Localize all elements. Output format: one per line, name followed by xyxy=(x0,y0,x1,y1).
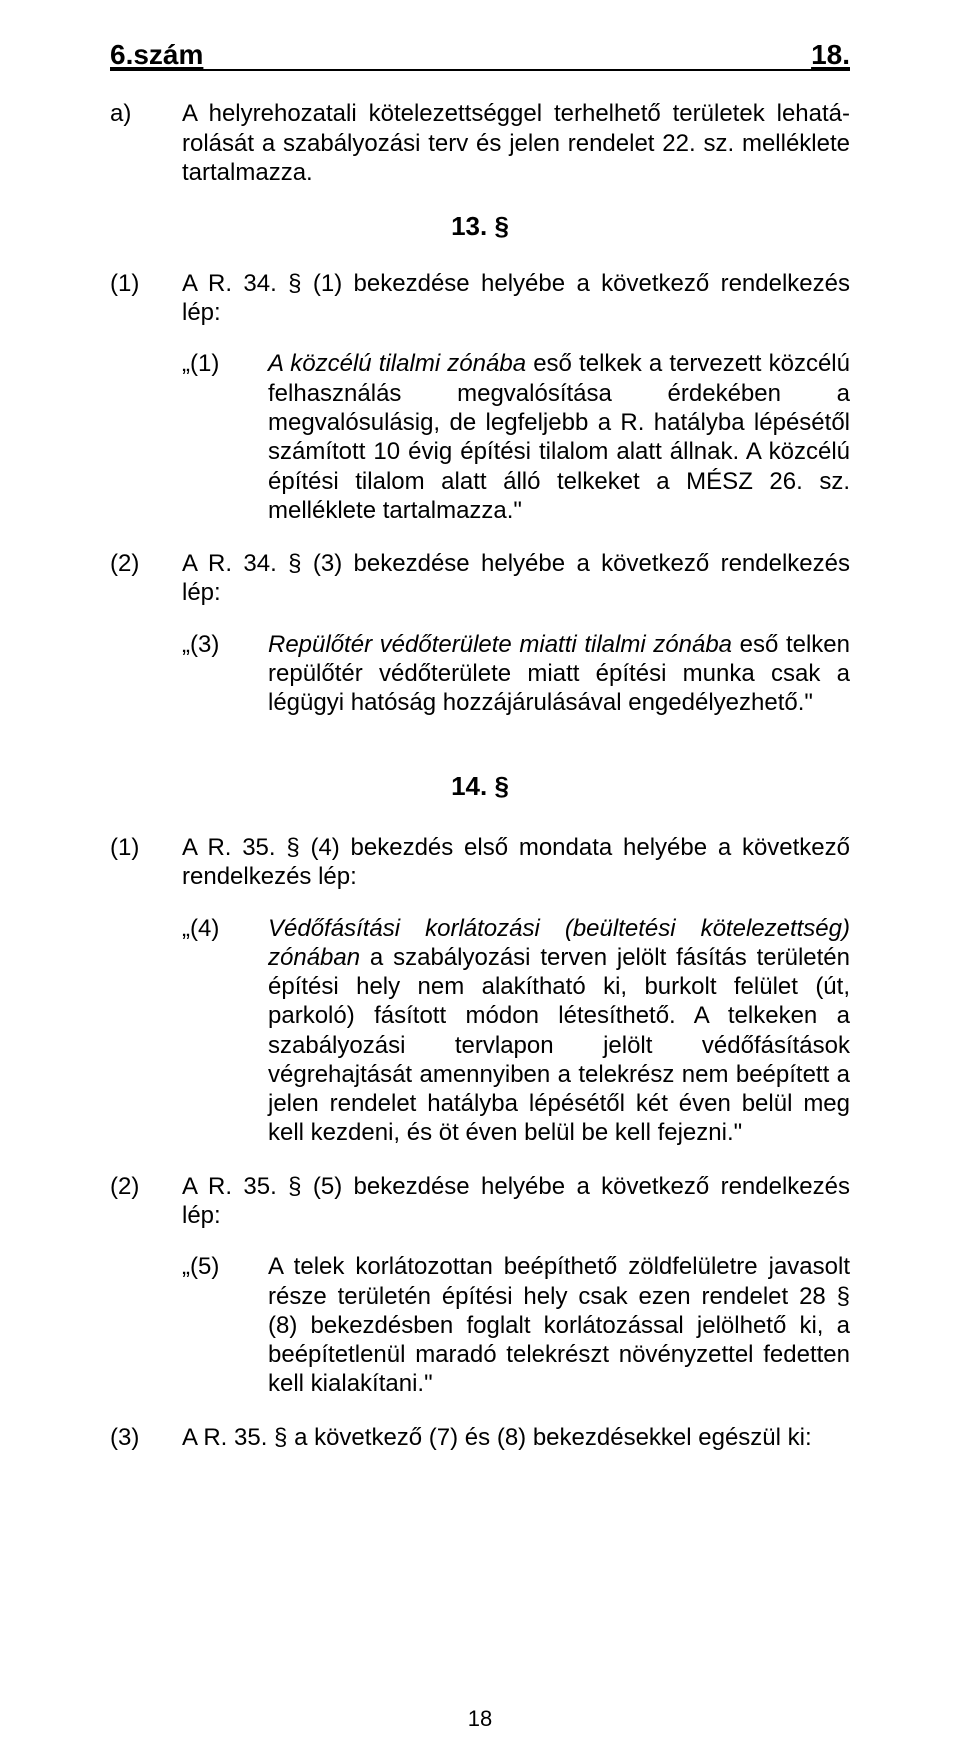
intro-13-2: A R. 34. § (3) bekezdése helyébe a követ… xyxy=(182,550,850,606)
sub-13-1: „(1) A közcélú tilalmi zónába eső telkek… xyxy=(182,349,850,525)
content-14-2: A R. 35. § (5) bekezdése helyébe a követ… xyxy=(182,1172,850,1399)
document-page: 6.szám 18. a) A helyrehozatali kötelezet… xyxy=(0,0,960,1762)
marker-a: a) xyxy=(110,99,182,187)
intro-14-2: A R. 35. § (5) bekezdése helyébe a követ… xyxy=(182,1173,850,1229)
sub-marker-14-2: „(5) xyxy=(182,1252,268,1398)
plain-14-1: a szabályozási terven jelölt fásítás ter… xyxy=(268,944,850,1147)
sub-marker-13-1: „(1) xyxy=(182,349,268,525)
sub-marker-14-1: „(4) xyxy=(182,914,268,1148)
content-a: A helyrehozatali kötelezettséggel terhel… xyxy=(182,99,850,187)
sub-marker-13-2: „(3) xyxy=(182,630,268,718)
sub-content-14-2: A telek korlátozottan beépíthető zöldfel… xyxy=(268,1252,850,1398)
header-right: 18. xyxy=(811,40,850,69)
marker-13-2: (2) xyxy=(110,549,182,717)
sub-content-14-1: Védőfásítási korlátozási (beültetési köt… xyxy=(268,914,850,1148)
content-14-3: A R. 35. § a következő (7) és (8) bekezd… xyxy=(182,1423,850,1452)
intro-14-1: A R. 35. § (4) bekezdés első mondata hel… xyxy=(182,834,850,890)
intro-13-1: A R. 34. § (1) bekezdése helyébe a követ… xyxy=(182,270,850,326)
section14-p2: (2) A R. 35. § (5) bekezdése helyébe a k… xyxy=(110,1172,850,1399)
italic-13-2: Repülőtér védőterülete miatti tilalmi zó… xyxy=(268,631,732,658)
document-body: a) A helyrehozatali kötelezettséggel ter… xyxy=(110,99,850,1451)
marker-13-1: (1) xyxy=(110,269,182,525)
section-13-number: 13. § xyxy=(110,211,850,243)
section-14-number: 14. § xyxy=(110,771,850,803)
marker-14-3: (3) xyxy=(110,1423,182,1452)
section13-p2: (2) A R. 34. § (3) bekezdése helyébe a k… xyxy=(110,549,850,717)
header-left: 6.szám xyxy=(110,40,203,69)
marker-14-2: (2) xyxy=(110,1172,182,1399)
page-header: 6.szám 18. xyxy=(110,40,850,71)
section14-p1: (1) A R. 35. § (4) bekezdés első mondata… xyxy=(110,833,850,1148)
sub-14-1: „(4) Védőfásítási korlátozási (beültetés… xyxy=(182,914,850,1148)
content-13-2: A R. 34. § (3) bekezdése helyébe a követ… xyxy=(182,549,850,717)
section14-p3: (3) A R. 35. § a következő (7) és (8) be… xyxy=(110,1423,850,1452)
sub-content-13-1: A közcélú tilalmi zónába eső telkek a te… xyxy=(268,349,850,525)
sub-content-13-2: Repülőtér védőterülete miatti tilalmi zó… xyxy=(268,630,850,718)
content-13-1: A R. 34. § (1) bekezdése helyébe a követ… xyxy=(182,269,850,525)
marker-14-1: (1) xyxy=(110,833,182,1148)
sub-14-2: „(5) A telek korlátozottan beépíthető zö… xyxy=(182,1252,850,1398)
list-item-a: a) A helyrehozatali kötelezettséggel ter… xyxy=(110,99,850,187)
sub-13-2: „(3) Repülőtér védőterülete miatti tilal… xyxy=(182,630,850,718)
italic-13-1: A közcélú tilalmi zónába xyxy=(268,350,526,377)
content-14-1: A R. 35. § (4) bekezdés első mondata hel… xyxy=(182,833,850,1148)
section13-p1: (1) A R. 34. § (1) bekezdése helyébe a k… xyxy=(110,269,850,525)
page-number: 18 xyxy=(0,1706,960,1732)
